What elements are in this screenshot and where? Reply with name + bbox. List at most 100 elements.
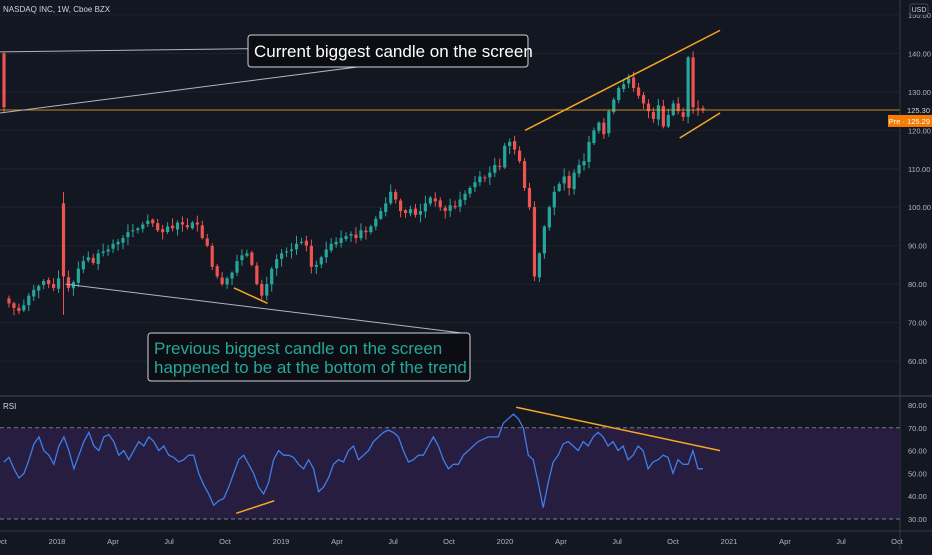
candle-body: [106, 249, 110, 252]
candle-body: [394, 192, 398, 200]
candle-body: [602, 122, 606, 135]
candle-body: [56, 278, 61, 289]
trendline: [524, 29, 721, 132]
candle-body: [359, 230, 363, 239]
candle-body: [384, 203, 388, 213]
candle-body: [428, 197, 432, 204]
candle-body: [478, 176, 482, 183]
candle-body: [641, 95, 646, 104]
time-axis[interactable]: Oct 2018 Apr Jul Oct 2019 Apr Jul Oct 2020 Apr Jul O…: [0, 537, 904, 546]
candle-body: [463, 193, 467, 200]
time-tick-label: 2018: [49, 537, 66, 546]
candle-body: [245, 253, 249, 256]
candle-body: [572, 172, 576, 190]
price-axis[interactable]: [900, 0, 932, 395]
price-tick-label: 80.00: [908, 280, 927, 289]
candle-body: [175, 222, 180, 230]
candle-body: [443, 207, 447, 212]
candle-body: [413, 208, 418, 215]
candle-body: [136, 228, 140, 231]
rsi-axis-labels: 80.00 70.00 60.00 50.00 40.00 30.00: [908, 401, 927, 524]
candle-body: [81, 261, 85, 270]
candle-body: [304, 240, 309, 246]
candle-body: [686, 57, 690, 117]
candle-body: [180, 222, 185, 225]
candle-body: [398, 200, 403, 212]
callout-current-text: Current biggest candle on the screen: [254, 42, 533, 61]
candle-body: [636, 87, 641, 96]
candle-body: [314, 264, 318, 267]
currency-button[interactable]: [909, 3, 929, 16]
time-tick-label: Oct: [891, 537, 904, 546]
candle-body: [324, 249, 328, 258]
candle-body: [532, 207, 537, 277]
time-tick-label: Apr: [107, 537, 119, 546]
candle-body: [408, 209, 413, 214]
candle-body: [51, 283, 56, 288]
candle-body: [468, 188, 472, 194]
price-tick-label: 130.00: [908, 88, 931, 97]
candle-body: [2, 53, 6, 108]
rsi-trendlines: [235, 406, 721, 515]
candle-body: [200, 225, 204, 238]
price-axis-labels: 150.00 140.00 130.00 120.00 110.00 100.00 90.0…: [908, 11, 931, 366]
symbol-title: NASDAQ INC, 1W, Cboe BZX: [3, 5, 111, 14]
candle-body: [423, 203, 427, 212]
candle-body: [364, 230, 368, 233]
price-tick-label: 90.00: [908, 242, 927, 251]
time-tick-label: Apr: [779, 537, 791, 546]
price-tick-label: 110.00: [908, 165, 930, 174]
last-price-badge: [904, 103, 932, 115]
candle-body: [567, 175, 571, 188]
candle-body: [508, 141, 512, 147]
candle-body: [255, 265, 259, 285]
callout-current-box[interactable]: [247, 34, 529, 68]
trendline: [233, 287, 268, 305]
candle-body: [280, 253, 284, 259]
candle-body: [96, 253, 100, 265]
candle-body: [190, 222, 194, 229]
time-tick-label: Oct: [0, 537, 8, 546]
candle-body: [195, 222, 199, 225]
rsi-label: RSI: [3, 402, 16, 411]
pre-market-value: Pre · 125.29: [889, 117, 930, 126]
time-tick-label: Jul: [612, 537, 622, 546]
candle-body: [607, 111, 611, 134]
candle-body: [369, 226, 373, 233]
candle-body: [537, 253, 542, 278]
time-tick-label: Jul: [388, 537, 398, 546]
last-price-value: 125.30: [907, 106, 930, 115]
candle-body: [101, 251, 105, 254]
rsi-tick-label: 60.00: [908, 447, 927, 456]
candle-body: [696, 108, 700, 110]
candle-body: [597, 122, 601, 131]
candle-body: [7, 298, 11, 304]
candle-body: [32, 289, 36, 297]
rsi-line: [3, 413, 703, 508]
rsi-tick-label: 40.00: [908, 492, 927, 501]
price-tick-label: 140.00: [908, 49, 931, 58]
candle-body: [141, 224, 145, 229]
candle-body: [627, 78, 631, 84]
candle-body: [86, 257, 90, 261]
candle-body: [265, 284, 269, 296]
candle-body: [334, 241, 338, 245]
rsi-tick-label: 30.00: [908, 515, 927, 524]
candle-body: [562, 176, 566, 184]
candle-body: [651, 112, 656, 119]
candle-body: [646, 103, 651, 112]
candle-body: [671, 103, 675, 116]
trendlines: [233, 29, 721, 305]
candle-body: [284, 251, 289, 253]
candle-body: [329, 243, 333, 251]
candle-body: [513, 141, 517, 150]
candle-body: [66, 277, 71, 288]
candle-body: [661, 106, 665, 127]
candle-body: [681, 112, 685, 117]
candle-body: [12, 303, 16, 308]
callout-previous-box[interactable]: [147, 332, 471, 382]
candle-body: [205, 238, 209, 246]
candle-body: [622, 84, 626, 89]
candle-body: [37, 286, 41, 291]
